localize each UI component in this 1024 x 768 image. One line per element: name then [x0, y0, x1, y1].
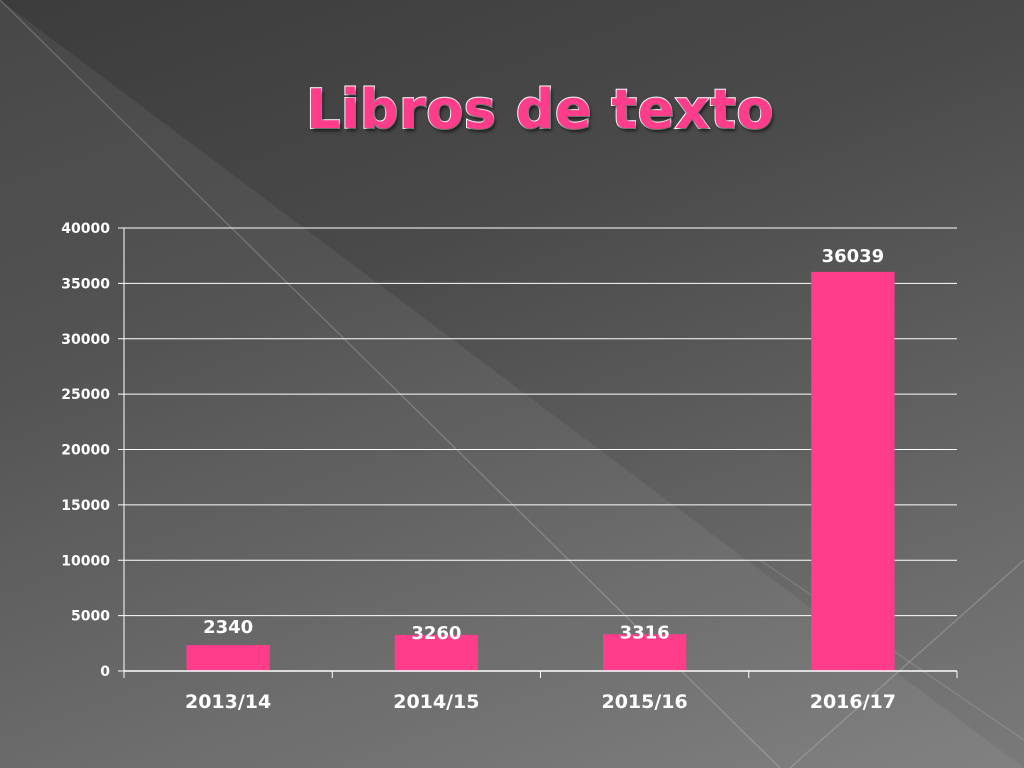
bar: [394, 634, 479, 671]
data-label: 36039: [822, 246, 885, 267]
y-axis-tick-labels: 0 5000 10000 15000 20000 25000 30000 35000 40000: [61, 221, 110, 680]
y-tick-label: 15000: [61, 498, 110, 514]
bar: [811, 271, 895, 671]
bar: [186, 645, 270, 671]
y-tick-label: 25000: [61, 387, 110, 403]
y-tick-label: 35000: [61, 276, 110, 292]
y-tick-label: 30000: [61, 332, 110, 348]
background-corner-line: [789, 559, 1024, 768]
x-category-label: 2016/17: [810, 691, 896, 713]
y-tick-label: 20000: [61, 443, 110, 459]
x-category-label: 2013/14: [185, 691, 271, 713]
data-label: 3260: [411, 623, 461, 644]
y-tick-label: 0: [100, 664, 110, 680]
x-axis: [123, 228, 958, 678]
data-label: 2340: [203, 617, 253, 638]
x-category-label: 2014/15: [393, 691, 479, 713]
y-tick-label: 40000: [61, 221, 110, 237]
bars: [186, 271, 895, 671]
x-category-label: 2015/16: [601, 691, 687, 713]
y-tick-label: 5000: [71, 609, 110, 625]
bar: [602, 634, 687, 671]
x-axis-category-labels: 2013/14 2014/15 2015/16 2016/17: [185, 691, 896, 713]
data-labels: 2340 3260 3316 36039: [203, 246, 884, 644]
y-tick-label: 10000: [61, 553, 110, 569]
slide-title: Libros de texto: [305, 77, 775, 142]
data-label: 3316: [620, 622, 670, 643]
